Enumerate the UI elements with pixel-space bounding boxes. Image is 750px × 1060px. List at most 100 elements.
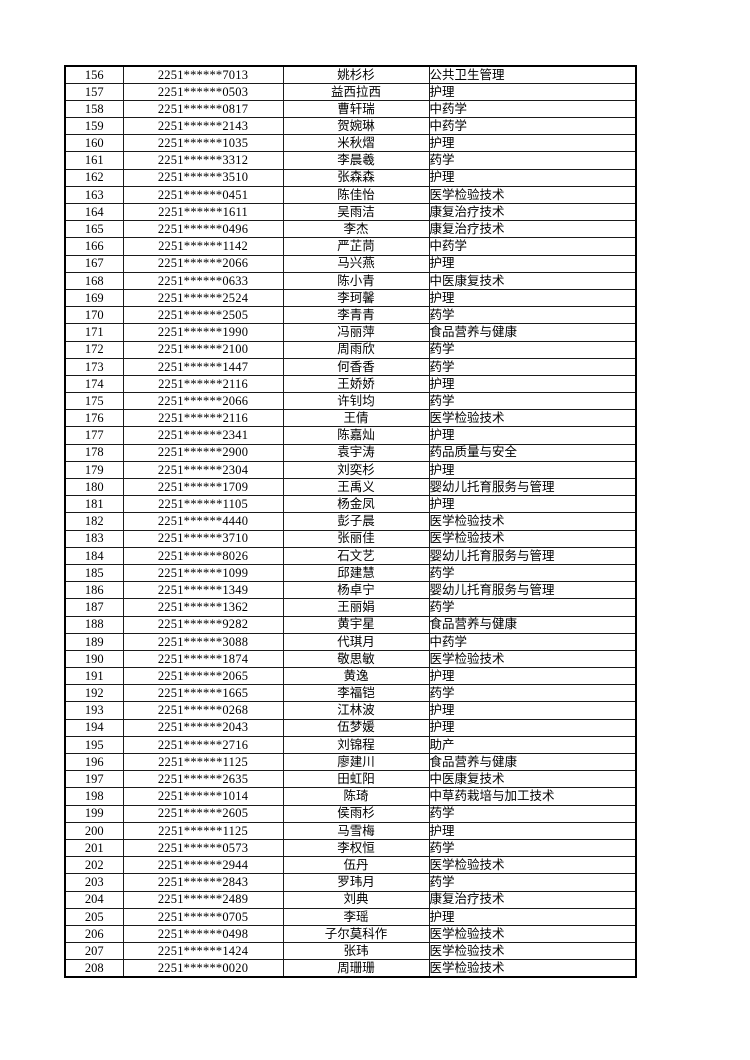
- student-name-cell: 李福铠: [282, 684, 430, 703]
- student-name-cell: 王倩: [282, 409, 430, 428]
- major-cell: 婴幼儿托育服务与管理: [428, 477, 637, 497]
- table-row: 163 2251******0451 陈佳怡 医学检验技术: [64, 185, 637, 205]
- table-row: 161 2251******3312 李晨羲 药学: [64, 151, 637, 170]
- table-row: 164 2251******1611 吴雨洁 康复治疗技术: [64, 202, 637, 222]
- student-name-cell: 侯雨杉: [282, 804, 430, 823]
- table-row: 191 2251******2065 黄逸 护理: [64, 667, 637, 686]
- student-name-cell: 李瑶: [282, 907, 430, 926]
- student-name-cell: 石文艺: [282, 546, 430, 565]
- candidate-id-cell: 2251******8026: [122, 546, 284, 565]
- student-name-cell: 李权恒: [282, 838, 430, 858]
- candidate-id-cell: 2251******2341: [122, 426, 284, 445]
- major-cell: 药学: [428, 873, 637, 892]
- candidate-id-cell: 2251******1349: [122, 581, 284, 600]
- student-name-cell: 周珊珊: [282, 959, 430, 978]
- major-cell: 护理: [428, 374, 637, 394]
- candidate-id-cell: 2251******3312: [122, 151, 284, 170]
- major-cell: 食品营养与健康: [428, 752, 637, 772]
- major-cell: 药学: [428, 838, 637, 858]
- table-row: 208 2251******0020 周珊珊 医学检验技术: [64, 959, 637, 978]
- table-row: 167 2251******2066 马兴燕 护理: [64, 254, 637, 273]
- row-number-cell: 162: [64, 168, 124, 187]
- student-name-cell: 刘典: [282, 890, 430, 909]
- major-cell: 护理: [428, 168, 637, 187]
- major-cell: 药学: [428, 563, 637, 583]
- major-cell: 公共卫生管理: [428, 65, 637, 84]
- student-name-cell: 张丽佳: [282, 529, 430, 548]
- row-number-cell: 202: [64, 856, 124, 875]
- student-name-cell: 何香香: [282, 357, 430, 376]
- major-cell: 婴幼儿托育服务与管理: [428, 546, 637, 565]
- table-row: 175 2251******2066 许钊均 药学: [64, 392, 637, 411]
- major-cell: 医学检验技术: [428, 942, 637, 961]
- candidate-id-cell: 2251******1709: [122, 477, 284, 497]
- table-row: 162 2251******3510 张森森 护理: [64, 168, 637, 187]
- major-cell: 中药学: [428, 117, 637, 136]
- row-number-cell: 186: [64, 581, 124, 600]
- table-row: 179 2251******2304 刘奕杉 护理: [64, 460, 637, 480]
- candidate-id-cell: 2251******2116: [122, 374, 284, 394]
- row-number-cell: 169: [64, 288, 124, 308]
- candidate-id-cell: 2251******3088: [122, 632, 284, 651]
- student-name-cell: 马雪梅: [282, 821, 430, 840]
- row-number-cell: 161: [64, 151, 124, 170]
- major-cell: 药品质量与安全: [428, 443, 637, 462]
- row-number-cell: 158: [64, 99, 124, 119]
- candidate-id-cell: 2251******0020: [122, 959, 284, 978]
- major-cell: 医学检验技术: [428, 185, 637, 205]
- table-row: 172 2251******2100 周雨欣 药学: [64, 340, 637, 359]
- student-name-cell: 周雨欣: [282, 340, 430, 359]
- student-name-cell: 廖建川: [282, 752, 430, 772]
- major-cell: 药学: [428, 804, 637, 823]
- student-name-cell: 黄宇星: [282, 615, 430, 634]
- table-row: 174 2251******2116 王娇娇 护理: [64, 374, 637, 394]
- candidate-id-cell: 2251******1035: [122, 134, 284, 153]
- candidate-id-cell: 2251******1125: [122, 752, 284, 772]
- major-cell: 婴幼儿托育服务与管理: [428, 581, 637, 600]
- table-row: 200 2251******1125 马雪梅 护理: [64, 821, 637, 840]
- row-number-cell: 198: [64, 787, 124, 806]
- table-row: 184 2251******8026 石文艺 婴幼儿托育服务与管理: [64, 546, 637, 565]
- row-number-cell: 165: [64, 220, 124, 239]
- major-cell: 药学: [428, 392, 637, 411]
- row-number-cell: 178: [64, 443, 124, 462]
- major-cell: 康复治疗技术: [428, 890, 637, 909]
- row-number-cell: 184: [64, 546, 124, 565]
- roster-table-body: 156 2251******7013 姚杉杉 公共卫生管理 157 2251******0…: [64, 65, 637, 978]
- row-number-cell: 192: [64, 684, 124, 703]
- candidate-id-cell: 2251******0451: [122, 185, 284, 205]
- row-number-cell: 194: [64, 718, 124, 737]
- candidate-id-cell: 2251******1447: [122, 357, 284, 376]
- student-name-cell: 杨金凤: [282, 495, 430, 514]
- candidate-id-cell: 2251******2716: [122, 735, 284, 755]
- candidate-id-cell: 2251******7013: [122, 65, 284, 84]
- row-number-cell: 167: [64, 254, 124, 273]
- table-row: 183 2251******3710 张丽佳 医学检验技术: [64, 529, 637, 548]
- student-name-cell: 陈佳怡: [282, 185, 430, 205]
- major-cell: 中草药栽培与加工技术: [428, 787, 637, 806]
- table-row: 195 2251******2716 刘锦程 助产: [64, 735, 637, 755]
- row-number-cell: 201: [64, 838, 124, 858]
- row-number-cell: 187: [64, 598, 124, 617]
- student-name-cell: 伍梦媛: [282, 718, 430, 737]
- student-name-cell: 王丽娟: [282, 598, 430, 617]
- student-name-cell: 李晨羲: [282, 151, 430, 170]
- row-number-cell: 177: [64, 426, 124, 445]
- candidate-id-cell: 2251******1125: [122, 821, 284, 840]
- table-row: 177 2251******2341 陈嘉灿 护理: [64, 426, 637, 445]
- student-name-cell: 冯丽萍: [282, 323, 430, 342]
- table-row: 168 2251******0633 陈小青 中医康复技术: [64, 271, 637, 290]
- table-row: 169 2251******2524 李珂馨 护理: [64, 288, 637, 308]
- table-row: 193 2251******0268 江林波 护理: [64, 701, 637, 720]
- student-name-cell: 刘锦程: [282, 735, 430, 755]
- major-cell: 食品营养与健康: [428, 323, 637, 342]
- student-name-cell: 李青青: [282, 306, 430, 325]
- candidate-id-cell: 2251******0268: [122, 701, 284, 720]
- row-number-cell: 204: [64, 890, 124, 909]
- student-name-cell: 代琪月: [282, 632, 430, 651]
- table-row: 190 2251******1874 敬思敏 医学检验技术: [64, 649, 637, 669]
- major-cell: 康复治疗技术: [428, 202, 637, 222]
- table-row: 188 2251******9282 黄宇星 食品营养与健康: [64, 615, 637, 634]
- candidate-id-cell: 2251******3710: [122, 529, 284, 548]
